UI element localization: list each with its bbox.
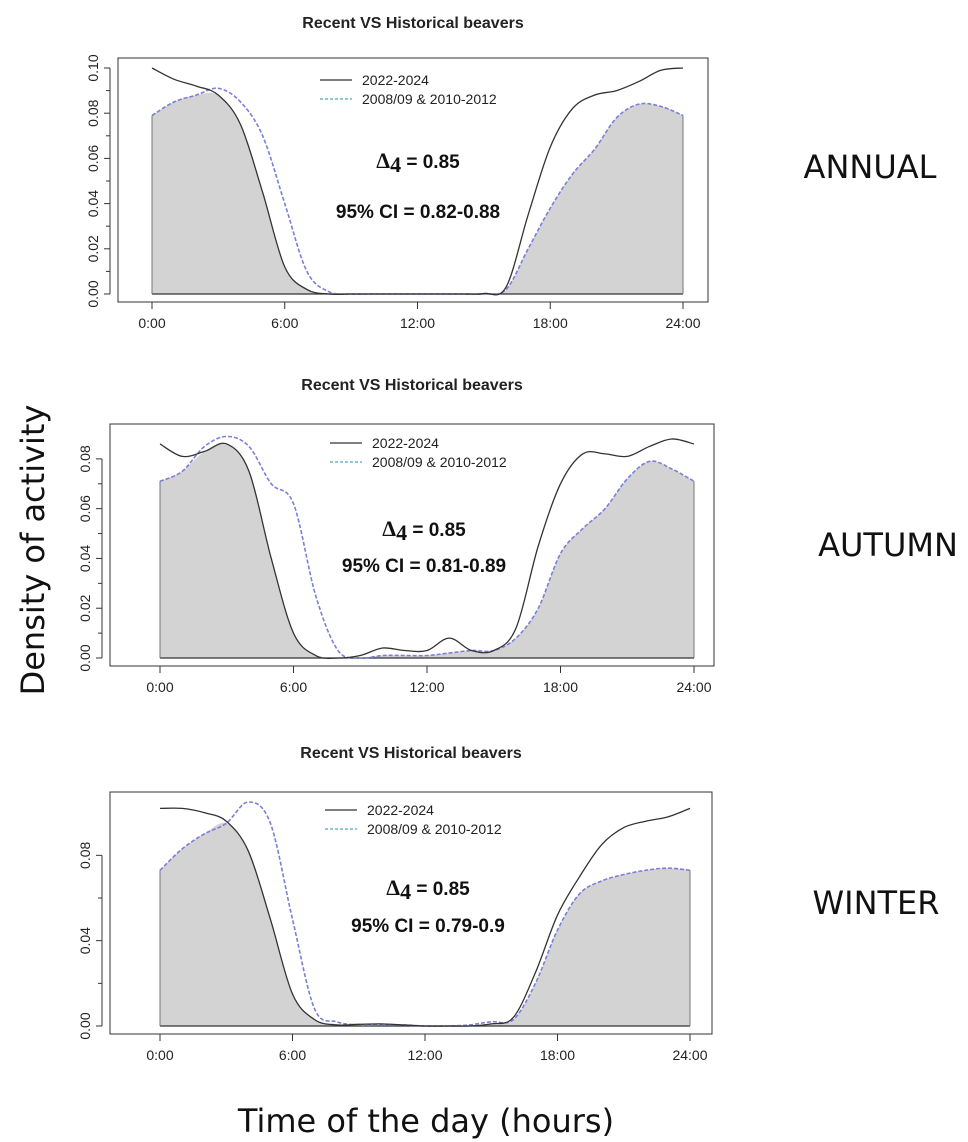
overlap-area [160,822,690,1027]
overlap-area [160,443,694,659]
y-tick-label: 0.00 [77,644,93,671]
plot-frame [109,791,713,1035]
confidence-interval: 95% CI = 0.82-0.88 [336,202,500,223]
legend-label-historical: 2008/09 & 2010-2012 [362,91,497,107]
x-axis-label: Time of the day (hours) [237,1102,614,1140]
y-axis-label: Density of activity [14,405,52,696]
x-tick-label: 12:00 [400,315,435,331]
y-tick-label: 0.06 [77,495,93,522]
legend-label-recent: 2022-2024 [362,72,429,88]
chart-title: Recent VS Historical beavers [301,377,523,394]
season-label: WINTER [812,884,939,922]
y-tick-label: 0.04 [77,545,93,572]
season-label: ANNUAL [804,148,937,186]
series-line-historical [151,87,684,295]
chart-title: Recent VS Historical beavers [302,15,524,32]
y-tick-label: 0.04 [77,927,93,954]
y-tick-label: 0.02 [85,235,101,262]
series-line-recent [159,438,695,659]
confidence-interval: 95% CI = 0.79-0.9 [351,916,505,937]
annual-panel: Recent VS Historical beavers 0:00 6:00 12:0… [85,15,937,331]
autumn-panel: Recent VS Historical beavers 0:00 6:00 12:0… [77,377,958,695]
x-tick-label: 12:00 [409,679,444,695]
overlap-coefficient: Δ4 = 0.85 [376,148,460,177]
plot-frame [109,423,715,667]
confidence-interval: 95% CI = 0.81-0.89 [342,556,506,577]
y-tick-label: 0.08 [77,841,93,868]
season-label: AUTUMN [818,526,958,564]
y-tick-label: 0.02 [77,594,93,621]
x-tick-label: 6:00 [271,315,298,331]
legend-label-recent: 2022-2024 [367,802,434,818]
y-tick-label: 0.10 [85,54,101,81]
legend-label-recent: 2022-2024 [372,435,439,451]
x-tick-label: 18:00 [533,315,568,331]
x-tick-label: 0:00 [146,1047,173,1063]
x-tick-label: 24:00 [676,679,711,695]
x-tick-label: 0:00 [146,679,173,695]
x-tick-label: 24:00 [665,315,700,331]
x-tick-label: 12:00 [407,1047,442,1063]
x-tick-label: 6:00 [280,679,307,695]
y-tick-label: 0.08 [77,445,93,472]
plot-frame [117,57,709,303]
chart-title: Recent VS Historical beavers [300,745,522,762]
y-tick-label: 0.06 [85,145,101,172]
y-tick-label: 0.00 [77,1012,93,1039]
winter-panel: Recent VS Historical beavers 0:00 6:00 12:0… [77,745,940,1063]
y-tick-label: 0.08 [85,99,101,126]
series-line-recent [151,67,684,296]
y-tick-label: 0.00 [85,280,101,307]
x-tick-label: 6:00 [279,1047,306,1063]
x-tick-label: 18:00 [543,679,578,695]
legend-label-historical: 2008/09 & 2010-2012 [367,821,502,837]
series-line-historical [159,435,695,659]
x-tick-label: 0:00 [138,315,165,331]
overlap-coefficient: Δ4 = 0.85 [386,875,470,904]
legend-label-historical: 2008/09 & 2010-2012 [372,454,507,470]
x-tick-label: 24:00 [672,1047,707,1063]
y-tick-label: 0.04 [85,190,101,217]
x-tick-label: 18:00 [540,1047,575,1063]
overlap-area [152,92,683,295]
series-line-recent [159,807,691,1027]
overlap-coefficient: Δ4 = 0.85 [382,516,466,545]
